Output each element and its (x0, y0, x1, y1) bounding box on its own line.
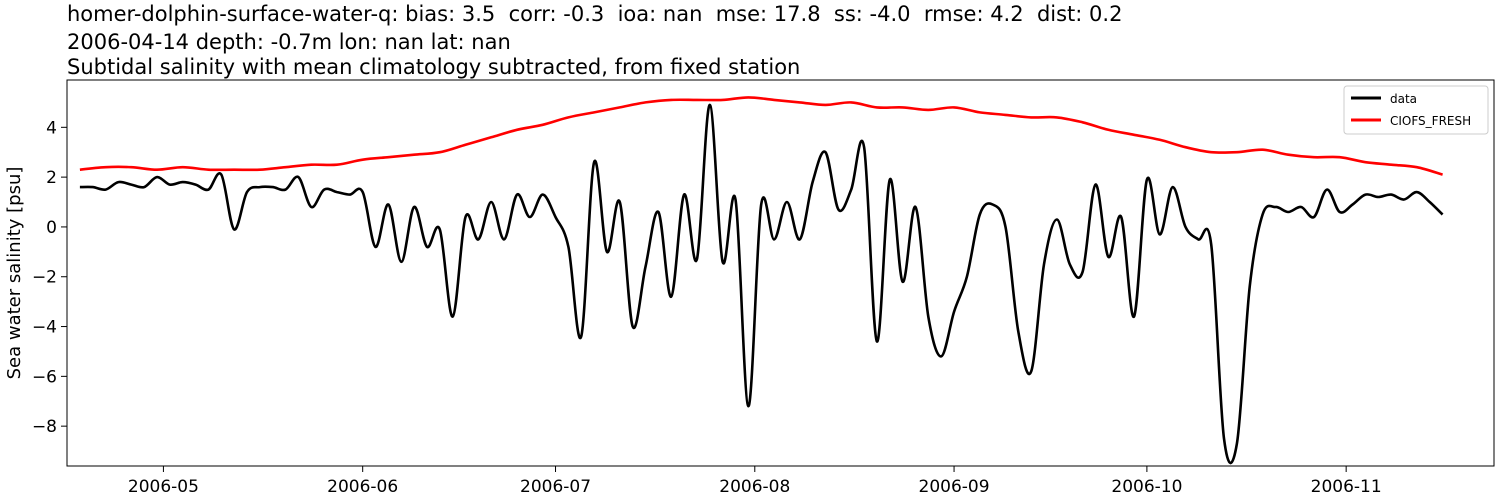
y-tick-label: 4 (46, 118, 57, 138)
chart-title-description: Subtidal salinity with mean climatology … (67, 55, 801, 79)
x-tick-label: 2006-11 (1311, 477, 1382, 497)
legend-label-data: data (1390, 92, 1417, 106)
y-axis: 4 2 0 −2 −4 −6 −8 (32, 118, 67, 437)
series-line-ciofs-fresh (79, 96, 1443, 176)
legend-label-ciofs-fresh: CIOFS_FRESH (1390, 114, 1471, 128)
chart-title-metrics: homer-dolphin-surface-water-q: bias: 3.5… (67, 2, 1123, 26)
x-axis: 2006-05 2006-06 2006-07 2006-08 2006-09 2006-… (128, 466, 1382, 497)
series-line-data (79, 103, 1444, 465)
x-tick-label: 2006-10 (1111, 477, 1182, 497)
x-tick-label: 2006-07 (520, 477, 591, 497)
chart-title-station: 2006-04-14 depth: -0.7m lon: nan lat: na… (67, 30, 511, 54)
y-tick-label: 0 (46, 218, 57, 238)
plot-frame (66, 79, 1495, 467)
y-tick-label: −8 (32, 417, 57, 437)
y-axis-label: Sea water salinity [psu] (4, 167, 25, 380)
y-tick-label: −2 (32, 268, 57, 288)
legend: data CIOFS_FRESH (1343, 85, 1489, 135)
x-tick-label: 2006-09 (919, 477, 990, 497)
x-tick-label: 2006-08 (719, 477, 790, 497)
x-tick-label: 2006-06 (327, 477, 398, 497)
series-layer (79, 96, 1444, 465)
y-tick-label: −6 (32, 367, 57, 387)
x-tick-label: 2006-05 (128, 477, 199, 497)
y-tick-label: −4 (32, 318, 57, 338)
y-tick-label: 2 (46, 168, 57, 188)
